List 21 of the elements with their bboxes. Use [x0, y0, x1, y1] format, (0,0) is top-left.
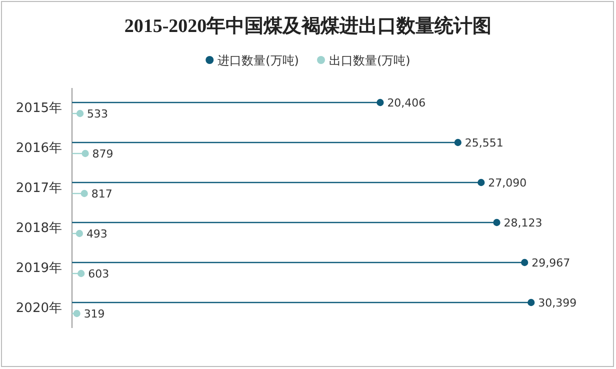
- data-label: 30,399: [538, 296, 577, 310]
- y-tick-label: 2016年: [16, 141, 62, 156]
- data-label: 20,406: [387, 96, 426, 110]
- y-tick-label: 2015年: [16, 101, 62, 116]
- legend-label: 进口数量(万吨): [218, 54, 299, 68]
- data-label: 533: [87, 108, 108, 120]
- data-label: 29,967: [532, 256, 570, 270]
- data-label: 493: [86, 228, 108, 240]
- data-label: 319: [84, 308, 105, 320]
- chart-title: 2015-2020年中国煤及褐煤进出口数量统计图: [124, 15, 492, 37]
- data-label: 28,123: [504, 216, 542, 230]
- data-label: 25,551: [464, 136, 504, 150]
- data-label: 27,090: [488, 176, 527, 190]
- y-tick-label: 2020年: [16, 301, 62, 316]
- y-tick-label: 2019年: [16, 261, 62, 276]
- data-label: 817: [91, 188, 112, 200]
- y-tick-label: 2017年: [16, 181, 62, 196]
- data-label: 879: [92, 148, 114, 160]
- y-tick-label: 2018年: [16, 221, 62, 236]
- data-label: 603: [88, 268, 110, 280]
- legend-label: 出口数量(万吨): [329, 54, 410, 68]
